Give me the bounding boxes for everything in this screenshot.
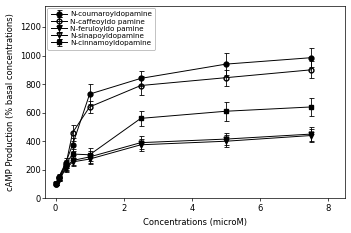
- Legend: N-coumaroyldopamine, N-caffeoyldo pamine, N-feruloyldo pamine, N-sinapoyldopamin: N-coumaroyldopamine, N-caffeoyldo pamine…: [47, 8, 155, 50]
- Y-axis label: cAMP Production (% basal concentrations): cAMP Production (% basal concentrations): [6, 13, 14, 191]
- X-axis label: Concentrations (microM): Concentrations (microM): [143, 219, 247, 227]
